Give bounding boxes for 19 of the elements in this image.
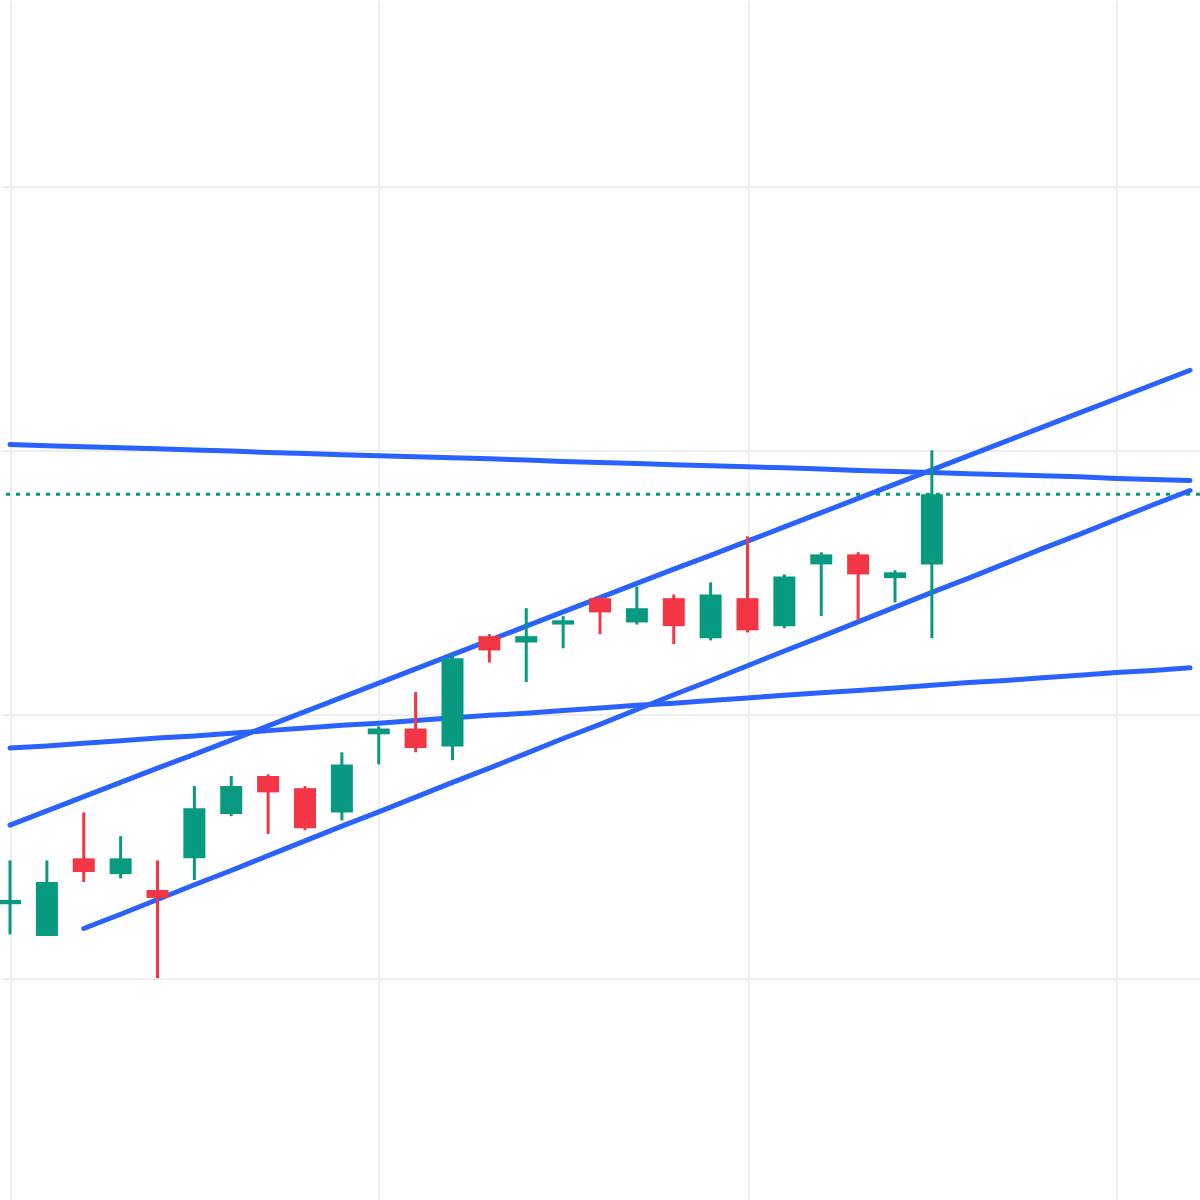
candlestick [146, 858, 169, 980]
candlestick [699, 580, 722, 642]
candlestick [0, 858, 21, 936]
candlestick [109, 834, 132, 880]
candlestick [625, 585, 648, 627]
candlestick [552, 614, 575, 650]
candlestick [220, 774, 243, 818]
candlestick [810, 550, 833, 618]
candlestick [736, 534, 759, 634]
candlestick [404, 690, 427, 754]
candlestick [884, 568, 906, 604]
candlestick [257, 772, 280, 836]
candlestick [589, 595, 611, 636]
candlestick [515, 606, 538, 684]
candlestick [72, 810, 95, 884]
candlestick [847, 550, 870, 622]
candlestick [478, 632, 501, 665]
candlestick [662, 592, 685, 646]
candlestick [294, 784, 316, 832]
